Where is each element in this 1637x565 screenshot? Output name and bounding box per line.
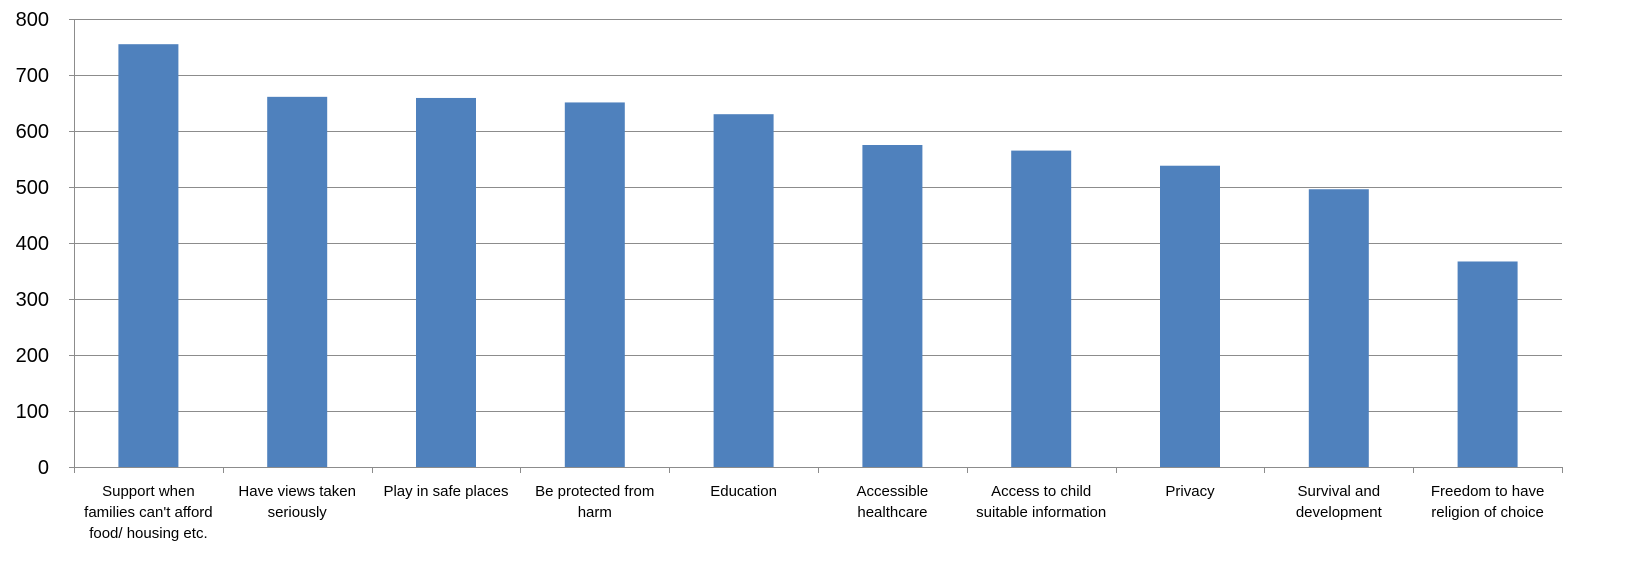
bar-8 xyxy=(1308,189,1369,468)
x-tick-label-1-line-1: seriously xyxy=(268,504,328,521)
bar-9 xyxy=(1457,261,1518,467)
x-tick-label-6-line-0: Access to child xyxy=(991,483,1091,500)
x-tick-label-4-line-0: Education xyxy=(710,483,777,500)
x-tick-label-6-line-1: suitable information xyxy=(976,504,1106,521)
x-tick-label-0-line-2: food/ housing etc. xyxy=(89,525,207,542)
x-tick-label-9-line-0: Freedom to have xyxy=(1431,483,1544,500)
x-tick-label-5-line-1: healthcare xyxy=(857,504,927,521)
x-tick-label-3-line-1: harm xyxy=(578,504,612,521)
axes xyxy=(69,19,1563,473)
y-tick-label-600: 600 xyxy=(16,121,49,143)
y-axis-tick-labels: 0 100 200 300 400 500 600 700 800 xyxy=(16,9,49,479)
x-tick-label-0-line-1: families can't afford xyxy=(84,504,212,521)
x-tick-label-0-line-0: Support when xyxy=(102,483,195,500)
bar-2 xyxy=(416,97,476,468)
x-tick-label-7-line-0: Privacy xyxy=(1165,483,1215,500)
x-tick-label-8: Survival and development xyxy=(1296,483,1383,521)
x-tick-label-4: Education xyxy=(710,483,777,500)
bar-6 xyxy=(1011,150,1072,467)
y-tick-label-300: 300 xyxy=(16,289,49,311)
bar-5 xyxy=(862,145,923,467)
bar-4 xyxy=(713,114,774,467)
x-tick-label-2: Play in safe places xyxy=(383,483,508,500)
x-tick-label-6: Access to child suitable information xyxy=(976,483,1106,521)
bar-3 xyxy=(564,102,625,467)
y-tick-label-200: 200 xyxy=(16,345,49,367)
x-tick-label-8-line-0: Survival and xyxy=(1298,483,1381,500)
x-tick-label-2-line-0: Play in safe places xyxy=(383,483,508,500)
x-tick-label-3-line-0: Be protected from xyxy=(535,483,654,500)
y-tick-label-800: 800 xyxy=(16,9,49,31)
x-tick-label-8-line-1: development xyxy=(1296,504,1383,521)
x-tick-label-1-line-0: Have views taken xyxy=(238,483,356,500)
x-tick-label-9-line-1: religion of choice xyxy=(1431,504,1544,521)
y-tick-label-400: 400 xyxy=(16,233,49,255)
bar-1 xyxy=(267,96,328,467)
x-tick-label-3: Be protected from harm xyxy=(535,483,654,521)
y-tick-label-100: 100 xyxy=(16,401,49,423)
y-tick-label-0: 0 xyxy=(38,457,49,479)
x-tick-label-1: Have views taken seriously xyxy=(238,483,356,521)
x-axis-tick-labels: Support when families can't afford food/ h… xyxy=(84,483,1544,542)
x-tick-label-9: Freedom to have religion of choice xyxy=(1431,483,1544,521)
x-tick-label-5-line-0: Accessible xyxy=(857,483,929,500)
x-tick-label-0: Support when families can't afford food/ h… xyxy=(84,483,212,542)
bar-7 xyxy=(1160,165,1220,467)
y-tick-label-700: 700 xyxy=(16,65,49,87)
bar-0 xyxy=(118,44,179,467)
bars xyxy=(118,44,1518,468)
x-tick-label-7: Privacy xyxy=(1165,483,1215,500)
y-tick-label-500: 500 xyxy=(16,177,49,199)
x-tick-label-5: Accessible healthcare xyxy=(857,483,929,521)
